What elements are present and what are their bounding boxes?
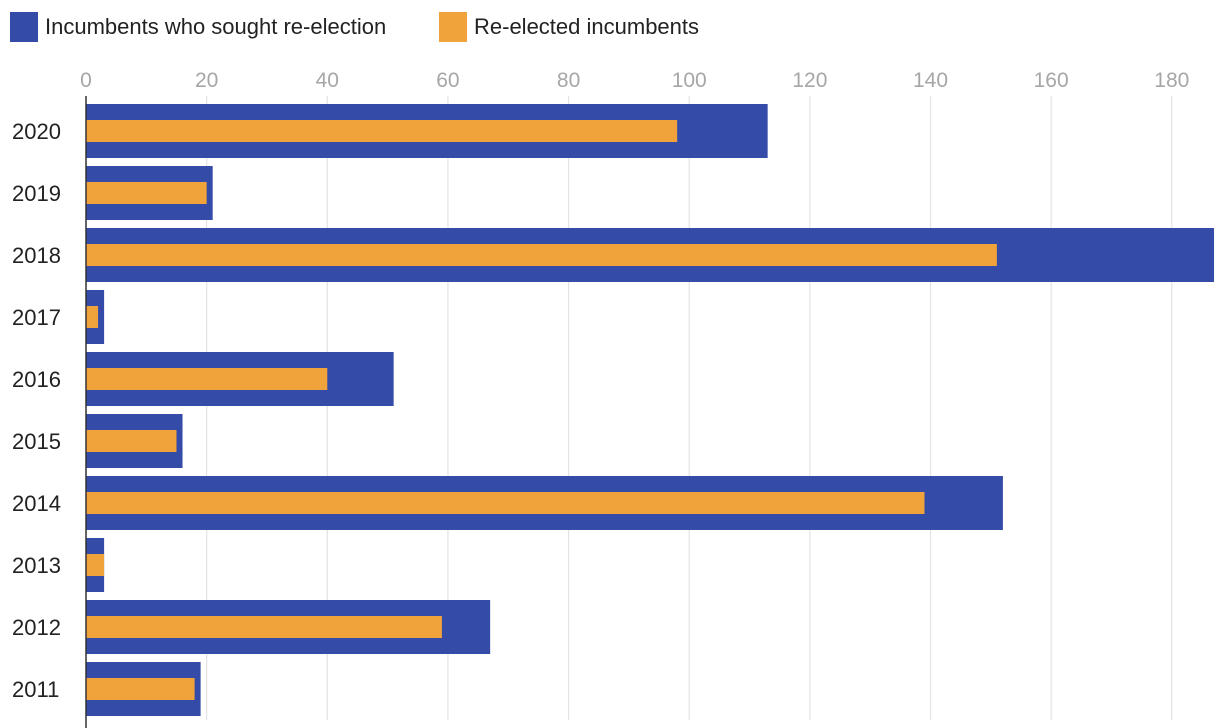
legend-label-sought: Incumbents who sought re-election bbox=[45, 14, 386, 39]
bar-reelected-2014 bbox=[86, 492, 925, 514]
legend-swatch-sought bbox=[10, 12, 38, 42]
x-tick-label-0: 0 bbox=[80, 69, 92, 92]
x-tick-label-60: 60 bbox=[436, 69, 459, 92]
x-tick-label-100: 100 bbox=[672, 69, 707, 92]
x-axis: 0 20 40 60 80 100 120 140 160 180 bbox=[80, 69, 1189, 92]
legend-swatch-reelected bbox=[439, 12, 467, 42]
x-tick-label-40: 40 bbox=[316, 69, 339, 92]
bars bbox=[86, 104, 1215, 716]
gridlines bbox=[206, 96, 1173, 720]
bar-reelected-2018 bbox=[86, 244, 997, 266]
y-tick-label-2020: 2020 bbox=[12, 119, 61, 144]
bar-reelected-2017 bbox=[86, 306, 99, 328]
x-tick-label-20: 20 bbox=[195, 69, 218, 92]
bar-reelected-2020 bbox=[86, 120, 678, 142]
y-axis: 2020 2019 2018 2017 2016 2015 2014 2013 2012 2011 bbox=[12, 96, 87, 728]
y-tick-label-2014: 2014 bbox=[12, 491, 61, 516]
x-tick-label-80: 80 bbox=[557, 69, 580, 92]
x-tick-label-120: 120 bbox=[792, 69, 827, 92]
x-tick-label-160: 160 bbox=[1034, 69, 1069, 92]
y-tick-label-2016: 2016 bbox=[12, 367, 61, 392]
y-tick-label-2013: 2013 bbox=[12, 553, 61, 578]
bar-reelected-2016 bbox=[86, 368, 328, 390]
y-tick-label-2015: 2015 bbox=[12, 429, 61, 454]
legend: Incumbents who sought re-election Re-ele… bbox=[10, 12, 699, 42]
x-tick-label-140: 140 bbox=[913, 69, 948, 92]
y-tick-label-2011: 2011 bbox=[12, 677, 59, 702]
y-tick-label-2017: 2017 bbox=[12, 305, 61, 330]
y-tick-label-2018: 2018 bbox=[12, 243, 61, 268]
bar-reelected-2012 bbox=[86, 616, 442, 638]
y-tick-label-2019: 2019 bbox=[12, 181, 61, 206]
legend-label-reelected: Re-elected incumbents bbox=[474, 14, 699, 39]
x-tick-label-180: 180 bbox=[1154, 69, 1189, 92]
bar-reelected-2015 bbox=[86, 430, 177, 452]
bar-reelected-2011 bbox=[86, 678, 195, 700]
bar-reelected-2013 bbox=[86, 554, 105, 576]
y-tick-label-2012: 2012 bbox=[12, 615, 61, 640]
bar-reelected-2019 bbox=[86, 182, 207, 204]
